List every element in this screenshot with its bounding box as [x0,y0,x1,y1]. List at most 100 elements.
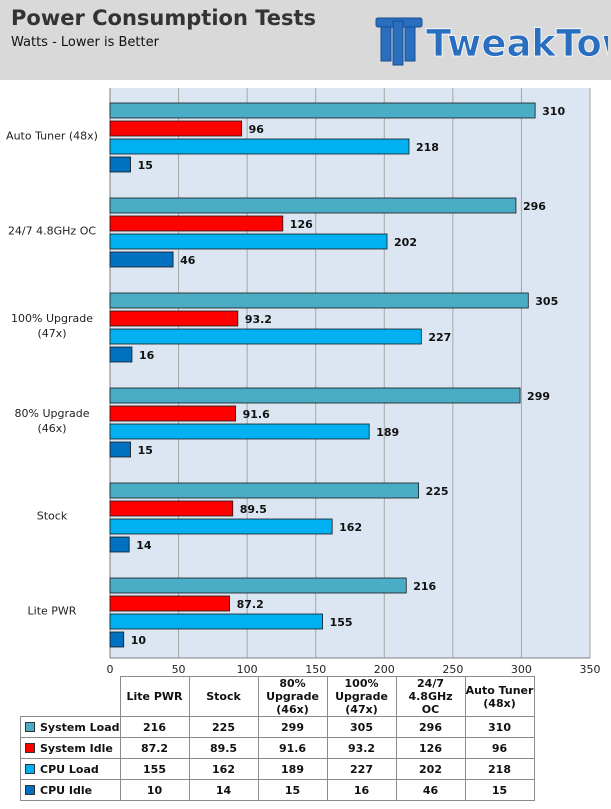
y-category-label: Stock [37,510,68,523]
data-table: Lite PWR Stock 80% Upgrade (46x) 100% Upgrad… [20,676,535,801]
data-label: 296 [523,200,546,213]
data-label: 216 [413,580,436,593]
bar [109,310,239,327]
table-cell: 162 [188,758,259,780]
y-category-label: 24/7 4.8GHz OC [8,225,96,238]
bar [109,102,536,119]
data-label: 189 [376,426,399,439]
table-cell: 189 [257,758,328,780]
data-label: 155 [330,616,353,629]
x-tick-label: 200 [374,663,395,676]
table-cell: 15 [257,779,328,801]
table-row: CPU Idle 10 14 15 16 46 15 [20,779,535,801]
data-label: 91.6 [243,408,270,421]
table-cell: 126 [395,737,466,759]
x-tick-label: 150 [305,663,326,676]
data-label: 15 [138,159,153,172]
bar [109,423,370,440]
bar [109,292,529,309]
column-header-line: Stock [206,690,241,703]
data-label: 299 [527,390,550,403]
table-cell: 16 [326,779,397,801]
series-name: CPU Idle [40,783,93,797]
row-label: CPU Load [20,758,121,780]
x-tick-label: 250 [442,663,463,676]
x-tick-label: 0 [107,663,114,676]
bar [109,500,234,517]
table-cell: 227 [326,758,397,780]
table-row: System Load 216 225 299 305 296 310 [20,716,535,738]
y-category-label: Auto Tuner (48x) [6,130,98,143]
legend-swatch [25,721,35,732]
bar [109,518,333,535]
bar [109,233,388,250]
table-cell: 14 [188,779,259,801]
table-cell: 216 [119,716,190,738]
y-category-label: (47x) [37,327,66,340]
table-cell: 15 [464,779,535,801]
table-corner [20,676,121,717]
bar [109,441,131,458]
column-header-line: Lite PWR [126,690,183,703]
table-cell: 296 [395,716,466,738]
data-label: 14 [136,539,152,552]
y-category-label: Lite PWR [28,605,77,618]
data-label: 218 [416,141,439,154]
table-cell: 93.2 [326,737,397,759]
data-label: 162 [339,521,362,534]
row-label: System Idle [20,737,121,759]
data-label: 46 [180,254,196,267]
tweaktown-logo-icon: TweakTown [375,17,608,66]
data-label: 126 [290,218,313,231]
column-header-line: OC [421,703,440,716]
y-category-label: 80% Upgrade [15,407,90,420]
data-label: 305 [535,295,558,308]
table-cell: 46 [395,779,466,801]
column-header-line: 80% Upgrade [266,677,319,703]
bar [109,387,521,404]
row-label: CPU Idle [20,779,121,801]
plot-area [110,88,590,658]
legend-swatch [25,742,35,753]
bar [109,138,410,155]
bar [109,482,419,499]
column-header-line: 24/7 4.8GHz [408,677,453,703]
bar [109,346,133,363]
table-cell: 91.6 [257,737,328,759]
data-label: 227 [428,331,451,344]
bar-chart: 0 50 100 150 200 250 300 350 310 96 218 15 Auto Tune… [6,88,601,676]
y-category-label: 100% Upgrade [11,312,93,325]
bar [109,577,407,594]
chart-title: Power Consumption Tests [11,6,317,30]
chart-header: Power Consumption Tests Watts - Lower is… [0,0,611,80]
bar [109,120,243,137]
table-row: CPU Load 155 162 189 227 202 218 [20,758,535,780]
series-name: System Idle [40,741,113,755]
data-label: 202 [394,236,417,249]
x-tick-label: 350 [580,663,601,676]
table-cell: 310 [464,716,535,738]
bar [109,156,131,173]
data-label: 93.2 [245,313,272,326]
x-tick-label: 50 [172,663,186,676]
table-column-header: Lite PWR [119,676,190,717]
legend-swatch [25,763,35,774]
bar [109,595,230,612]
table-cell: 87.2 [119,737,190,759]
table-column-header: Stock [188,676,259,717]
bar [109,251,174,268]
table-cell: 218 [464,758,535,780]
data-label: 87.2 [237,598,264,611]
data-label: 89.5 [240,503,267,516]
table-column-header: Auto Tuner (48x) [464,676,535,717]
logo-text: TweakTown [426,22,608,65]
table-row: System Idle 87.2 89.5 91.6 93.2 126 96 [20,737,535,759]
table-cell: 202 [395,758,466,780]
x-tick-label: 100 [237,663,258,676]
column-header-line: (47x) [345,703,378,716]
table-column-header: 24/7 4.8GHz OC [395,676,466,717]
data-label: 96 [249,123,265,136]
table-cell: 305 [326,716,397,738]
data-label: 225 [426,485,449,498]
y-category-label: (46x) [37,422,66,435]
